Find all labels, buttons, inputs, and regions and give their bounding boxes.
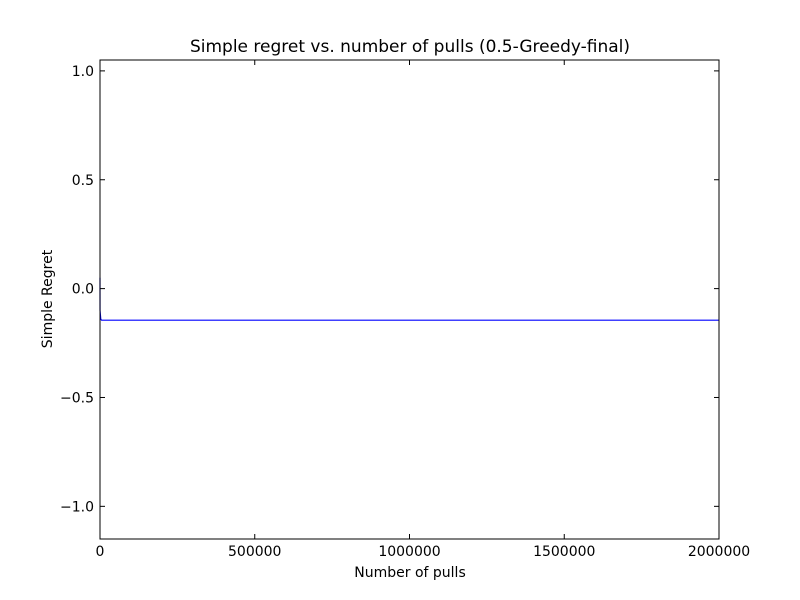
x-axis-label: Number of pulls — [354, 565, 465, 581]
x-tick-label: 1000000 — [378, 544, 440, 560]
x-tick-label: 0 — [96, 544, 105, 560]
y-axis-label: Simple Regret — [40, 249, 56, 348]
y-tick-label: −0.5 — [60, 390, 94, 406]
y-tick-label: 0.0 — [72, 282, 94, 298]
y-axis-ticks: 1.0 0.5 0.0 −0.5 −1.0 — [60, 64, 719, 515]
x-axis-ticks: 0 500000 1000000 1500000 2000000 — [96, 60, 750, 560]
plot-area — [99, 277, 719, 321]
chart-title: Simple regret vs. number of pulls (0.5-G… — [190, 37, 630, 57]
y-tick-label: 0.5 — [72, 173, 94, 189]
x-tick-label: 1500000 — [533, 544, 595, 560]
x-tick-label: 2000000 — [688, 544, 750, 560]
y-tick-label: 1.0 — [72, 64, 94, 80]
axes-frame — [99, 59, 720, 540]
x-tick-label: 500000 — [228, 544, 281, 560]
series-line — [99, 277, 719, 321]
y-tick-label: −1.0 — [60, 499, 94, 515]
